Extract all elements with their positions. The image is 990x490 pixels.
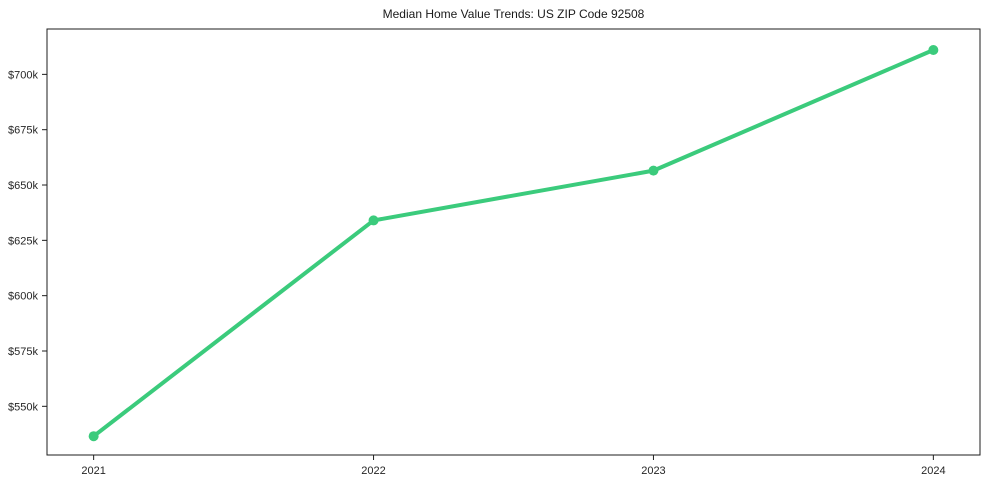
- y-tick-label: $575k: [8, 346, 38, 358]
- data-point: [88, 431, 99, 442]
- plot-frame: [46, 28, 981, 456]
- y-tick-label: $650k: [8, 180, 38, 192]
- x-tick-label: 2021: [81, 465, 105, 477]
- x-tick-label: 2024: [921, 465, 945, 477]
- x-tick-label: 2022: [361, 465, 385, 477]
- y-tick-label: $700k: [8, 69, 38, 81]
- x-tick-label: 2023: [641, 465, 665, 477]
- chart-title: Median Home Value Trends: US ZIP Code 92…: [382, 7, 645, 21]
- data-point: [368, 215, 379, 226]
- y-tick-label: $550k: [8, 401, 38, 413]
- y-tick-label: $600k: [8, 291, 38, 303]
- y-tick-label: $675k: [8, 125, 38, 137]
- data-point: [648, 165, 659, 176]
- data-point: [928, 45, 939, 56]
- y-tick-label: $625k: [8, 235, 38, 247]
- trend-line: [91, 48, 936, 439]
